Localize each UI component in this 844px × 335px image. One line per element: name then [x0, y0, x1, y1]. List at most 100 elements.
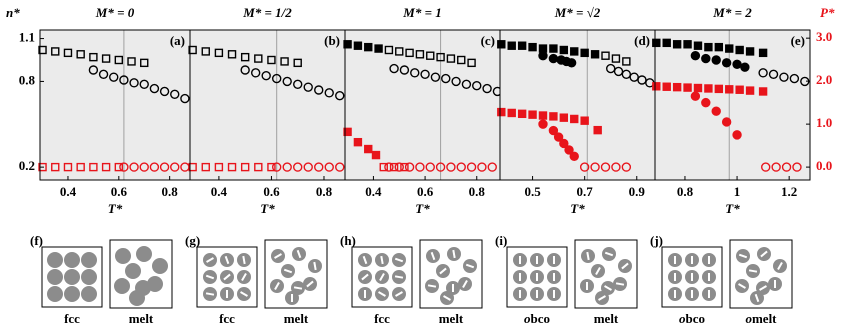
y-tick-label: 0.8 — [19, 72, 36, 87]
circle-marker — [600, 162, 611, 172]
phase-label: melt — [284, 311, 309, 326]
circle-marker — [768, 69, 779, 79]
square-marker — [693, 41, 703, 50]
circle-marker — [690, 51, 701, 61]
square-marker — [662, 82, 671, 91]
square-marker — [590, 50, 600, 59]
square-marker — [405, 48, 414, 58]
dipole-arrow — [604, 251, 614, 257]
circle-marker — [548, 53, 559, 64]
dipole-arrow — [759, 285, 767, 291]
circle-marker — [711, 55, 721, 65]
phase-label: melt — [439, 311, 464, 326]
circle-marker — [579, 162, 590, 172]
square-marker — [580, 116, 589, 125]
square-marker — [704, 84, 713, 93]
dipole-arrow — [777, 262, 783, 270]
illustration-label: (i) — [495, 233, 507, 248]
x-tick-label: 0.8 — [162, 184, 179, 199]
circle-marker — [261, 71, 271, 81]
square-marker — [76, 162, 85, 172]
dipole-arrow — [274, 282, 280, 290]
square-marker — [254, 162, 263, 172]
square-marker — [267, 55, 276, 65]
dipole-arrow — [586, 251, 590, 261]
square-marker — [188, 162, 197, 172]
dipole-arrow — [604, 285, 612, 291]
circle-marker — [477, 162, 487, 172]
circle-marker — [732, 130, 742, 140]
circle-marker — [482, 83, 492, 94]
square-marker — [353, 137, 363, 147]
circle-marker — [701, 53, 711, 64]
y-tick-label: 1.1 — [19, 30, 35, 45]
square-marker — [343, 40, 352, 49]
dipole-arrow — [430, 251, 436, 261]
circle-marker — [721, 58, 732, 68]
dipole-arrow — [313, 261, 317, 271]
circle-marker — [420, 69, 430, 79]
circle-marker — [566, 58, 577, 68]
x-axis-label: T* — [725, 201, 740, 216]
circle-marker — [324, 162, 334, 172]
square-marker — [114, 162, 124, 172]
square-marker — [140, 58, 149, 68]
circle-marker — [611, 162, 621, 172]
circle-marker — [758, 68, 768, 78]
square-marker — [758, 87, 768, 96]
square-marker — [735, 85, 744, 94]
particle — [125, 263, 141, 279]
x-tick-label: 1 — [734, 184, 741, 199]
dipole-arrow — [394, 257, 404, 263]
dipole-arrow — [621, 262, 629, 270]
square-marker — [672, 82, 682, 92]
panel-title: M* = √2 — [554, 5, 601, 20]
square-marker — [704, 42, 713, 52]
square-marker — [400, 162, 409, 172]
circle-marker — [240, 65, 250, 75]
particle — [47, 269, 63, 285]
dipole-arrow — [439, 267, 447, 275]
square-marker — [188, 45, 197, 55]
square-marker — [214, 162, 224, 172]
square-marker — [507, 108, 516, 118]
circle-marker — [456, 162, 466, 172]
square-marker — [570, 114, 579, 124]
circle-marker — [425, 162, 435, 172]
x-tick-label: 0.6 — [417, 184, 434, 199]
square-marker — [467, 58, 476, 68]
dipole-arrow — [306, 280, 314, 288]
square-marker — [214, 48, 224, 58]
x-tick-label: 0.9 — [629, 184, 646, 199]
panel-label: (e) — [791, 33, 805, 48]
square-marker — [426, 51, 435, 60]
y-axis-label: n* — [6, 5, 20, 20]
dipole-arrow — [754, 293, 760, 303]
circle-marker — [548, 125, 559, 136]
circle-marker — [711, 106, 721, 116]
circle-marker — [613, 66, 624, 77]
square-marker — [254, 54, 263, 63]
square-marker — [714, 84, 724, 94]
particle — [64, 269, 80, 285]
square-marker — [745, 86, 755, 95]
y2-tick-label: 3.0 — [816, 29, 832, 44]
square-marker — [101, 162, 111, 172]
square-marker — [38, 162, 47, 172]
square-marker — [51, 47, 60, 56]
circle-marker — [451, 76, 461, 87]
y-tick-label: 0.2 — [19, 158, 35, 173]
square-marker — [127, 57, 136, 66]
circle-marker — [314, 85, 324, 95]
x-tick-label: 0.4 — [365, 184, 382, 199]
plot-area — [345, 30, 500, 180]
square-marker — [384, 45, 394, 55]
square-marker — [415, 50, 425, 59]
square-marker — [593, 125, 602, 135]
circle-marker — [740, 62, 750, 72]
circle-marker — [139, 162, 149, 172]
particle — [47, 286, 63, 302]
circle-marker — [404, 162, 415, 172]
square-marker — [662, 38, 671, 48]
dipole-arrow — [361, 273, 369, 281]
